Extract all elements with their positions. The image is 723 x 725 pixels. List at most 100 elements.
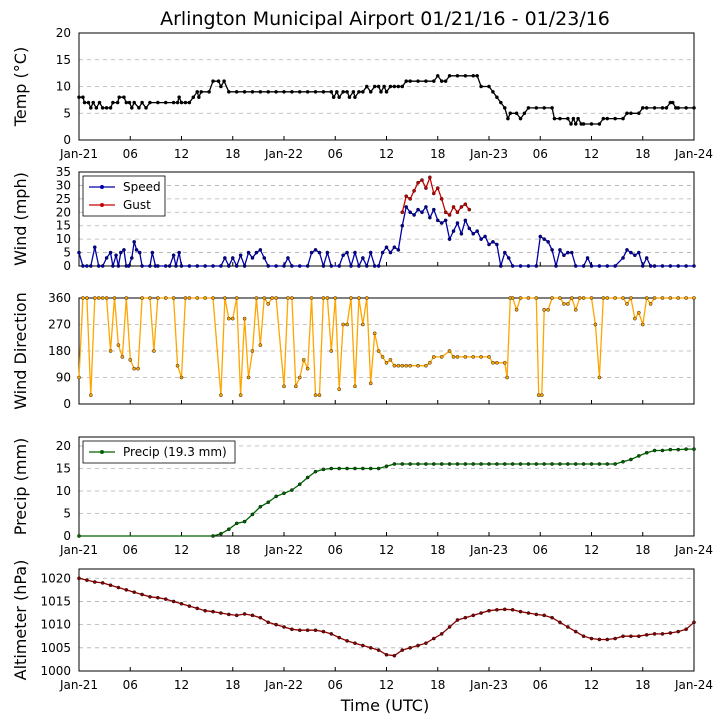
data-point: [428, 175, 432, 180]
series-line-direction: [78, 296, 694, 396]
data-point: [376, 648, 381, 652]
data-point: [605, 637, 610, 642]
data-point: [534, 296, 539, 300]
data-point: [372, 264, 377, 268]
data-point: [274, 90, 278, 94]
data-point: [475, 74, 479, 78]
data-point: [562, 253, 566, 258]
y-tick-label: 360: [48, 291, 71, 305]
series-line-speed: [78, 205, 694, 269]
data-point: [115, 100, 120, 105]
legend-label: Gust: [123, 198, 151, 212]
data-point: [337, 95, 341, 99]
data-point: [258, 90, 263, 94]
data-point: [629, 296, 633, 300]
data-point: [179, 100, 184, 105]
data-point: [262, 296, 267, 300]
data-point: [652, 106, 657, 110]
data-point: [242, 519, 247, 524]
x-tick-label: 12: [584, 147, 599, 161]
data-point: [335, 90, 339, 94]
data-point: [345, 90, 349, 94]
data-point: [404, 194, 409, 198]
data-point: [266, 264, 271, 268]
data-point: [495, 360, 499, 365]
data-point: [266, 90, 271, 94]
data-point: [542, 106, 546, 110]
data-point: [534, 106, 539, 110]
data-point: [491, 90, 495, 94]
data-point: [404, 79, 409, 83]
y-tick-label: 1015: [40, 594, 71, 608]
data-point: [451, 355, 456, 359]
data-point: [518, 116, 523, 121]
y-axis-label: Temp (°C): [11, 47, 30, 127]
data-point: [364, 296, 369, 300]
data-point: [495, 242, 499, 247]
data-point: [522, 111, 527, 116]
x-tick-label: 18: [430, 678, 445, 692]
data-point: [282, 491, 286, 496]
y-axis-label: Altimeter (hPa): [11, 560, 30, 681]
data-point: [396, 84, 401, 89]
data-point: [163, 597, 168, 601]
data-point: [589, 122, 594, 126]
data-point: [187, 604, 192, 608]
data-point: [499, 100, 503, 105]
data-point: [597, 375, 602, 380]
data-point: [526, 106, 531, 110]
data-point: [514, 307, 519, 312]
data-point: [447, 349, 452, 353]
data-point: [408, 79, 412, 83]
legend-label: Speed: [123, 180, 161, 194]
data-point: [379, 90, 383, 94]
data-point: [305, 264, 310, 268]
data-point: [150, 250, 155, 255]
data-point: [108, 106, 113, 110]
data-point: [384, 360, 389, 365]
data-point: [550, 296, 554, 300]
data-point: [684, 296, 688, 300]
data-point: [629, 634, 633, 639]
data-point: [558, 116, 562, 121]
data-point: [479, 355, 483, 359]
data-point: [439, 197, 444, 201]
data-point: [175, 363, 180, 368]
data-point: [92, 296, 97, 300]
data-point: [250, 512, 255, 517]
x-tick-label: 06: [328, 147, 343, 161]
data-point: [424, 186, 428, 190]
data-point: [558, 248, 562, 252]
x-tick-label: 18: [635, 147, 650, 161]
data-point: [388, 84, 393, 89]
data-point: [179, 601, 184, 606]
data-point: [368, 466, 373, 471]
data-point: [471, 74, 476, 78]
data-point: [487, 608, 491, 613]
y-tick-label: 10: [56, 80, 71, 94]
data-point: [203, 608, 207, 613]
data-point: [384, 245, 389, 249]
data-point: [290, 296, 294, 300]
data-point: [195, 296, 200, 300]
panel-alti: 1000 1005 1010 1015 1020 Jan-21 06 12 18 Jan-22 06…: [11, 560, 713, 692]
data-point: [569, 122, 573, 126]
data-point: [313, 90, 318, 94]
data-point: [254, 296, 259, 300]
data-point: [633, 316, 637, 321]
x-tick-label: 18: [225, 678, 240, 692]
y-tick-label: 20: [56, 439, 71, 453]
x-tick-label: Jan-21: [59, 678, 98, 692]
data-point: [392, 363, 397, 368]
data-point: [100, 296, 105, 300]
data-point: [163, 100, 168, 105]
data-point: [86, 100, 91, 105]
data-point: [140, 592, 144, 597]
data-point: [329, 466, 334, 471]
data-point: [384, 90, 389, 94]
data-point: [207, 90, 211, 94]
data-point: [408, 462, 412, 466]
x-tick-label: 12: [379, 147, 394, 161]
data-point: [459, 205, 464, 209]
data-point: [408, 197, 412, 201]
